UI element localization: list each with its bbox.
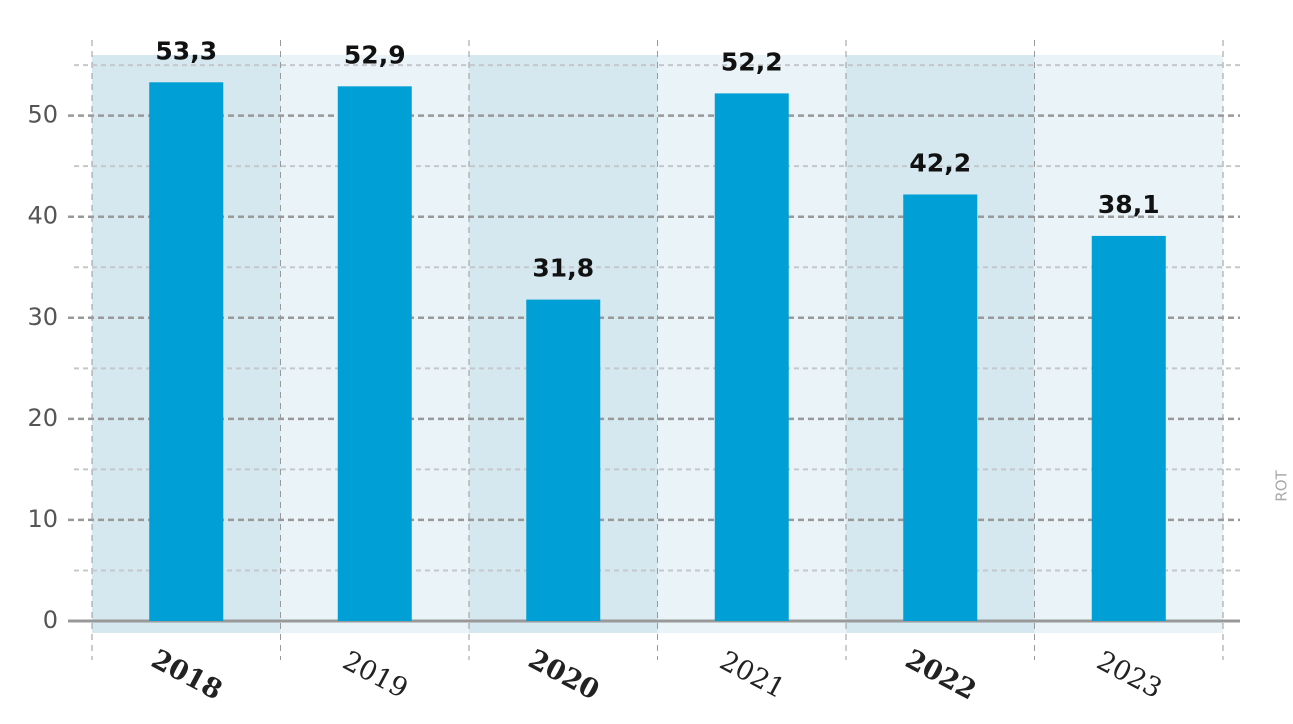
bar	[149, 82, 224, 621]
bar	[1091, 235, 1166, 622]
y-tick-label: 40	[27, 202, 58, 230]
value-label: 31,8	[532, 254, 594, 283]
y-tick-label: 10	[27, 505, 58, 533]
value-label: 38,1	[1098, 190, 1160, 219]
value-label: 42,2	[909, 148, 971, 177]
x-tick-label: 2019	[338, 645, 413, 705]
source: ROT	[1273, 469, 1291, 501]
value-label: 52,9	[344, 40, 406, 69]
bar	[337, 86, 412, 621]
y-tick-label: 50	[27, 101, 58, 129]
bar	[526, 299, 601, 621]
bar	[714, 93, 789, 621]
value-label: 53,3	[155, 36, 217, 65]
y-tick-label: 20	[27, 404, 58, 432]
x-tick-label: 2022	[900, 644, 981, 707]
value-label: 52,2	[721, 47, 783, 76]
x-tick-label: 2020	[523, 644, 604, 707]
bar	[903, 194, 978, 621]
y-tick-label: 0	[43, 606, 58, 634]
x-tick-label: 2021	[715, 645, 790, 705]
x-tick-label: 2023	[1092, 645, 1167, 705]
y-tick-label: 30	[27, 303, 58, 331]
x-tick-label: 2018	[146, 644, 227, 707]
